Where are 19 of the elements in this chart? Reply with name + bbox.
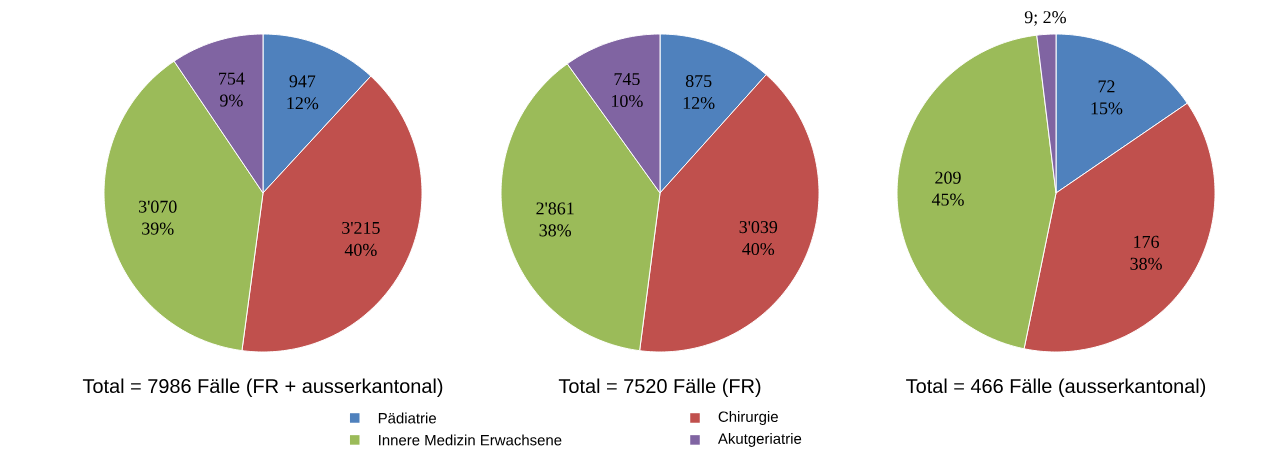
legend-label: Akutgeriatrie xyxy=(717,432,802,447)
data-label: 754 9% xyxy=(219,72,245,107)
data-label: 3'070 39% xyxy=(139,200,177,235)
data-label: 947 12% xyxy=(287,75,319,110)
legend-label: Pädiatrie xyxy=(378,412,436,424)
text: Total = 466 Fälle (ausserkantonal) xyxy=(906,378,1206,398)
data-label: 875 12% xyxy=(683,74,715,110)
data-label: 9; 2% xyxy=(1024,11,1066,26)
data-label: 176 38% xyxy=(1130,235,1162,270)
data-label: 3'215 40% xyxy=(342,221,380,256)
data-label: 72 15% xyxy=(1091,80,1123,115)
text: Total = 7986 Fälle (FR + ausserkantonal) xyxy=(82,378,443,398)
legend-label: Innere Medizin Erwachsene xyxy=(379,434,562,446)
data-label: 2'861 38% xyxy=(536,202,574,237)
text: Total = 7520 Fälle (FR) xyxy=(558,378,761,398)
legend-label: Chirurgie xyxy=(718,411,778,425)
data-label: 209 45% xyxy=(931,171,964,206)
data-label: 745 10% xyxy=(612,73,643,108)
data-label: 3'039 40% xyxy=(739,221,778,256)
